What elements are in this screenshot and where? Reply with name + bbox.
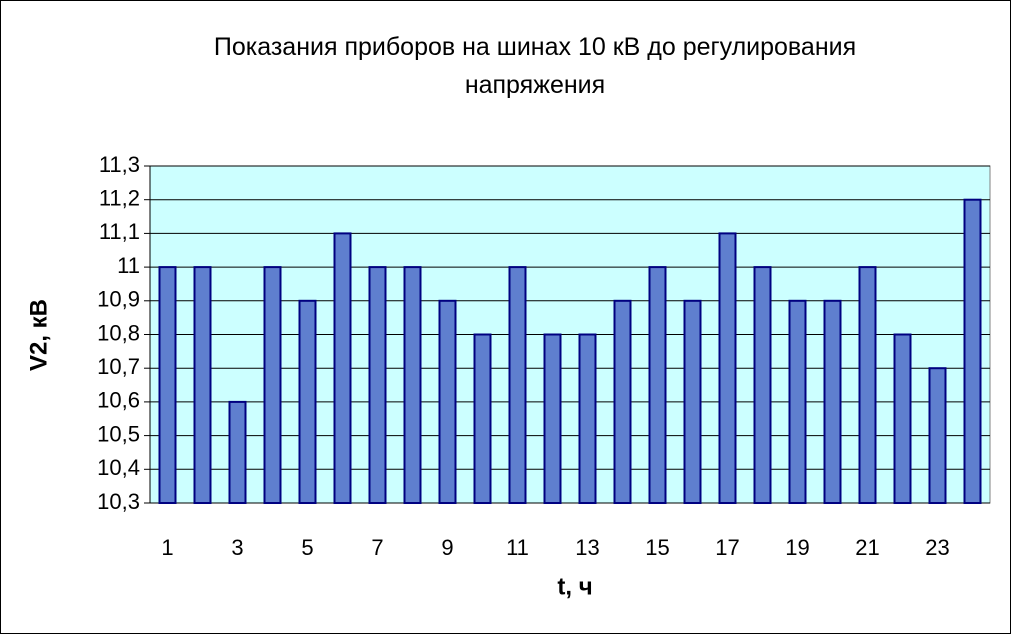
y-tick-label: 10,8 bbox=[97, 320, 140, 345]
bar bbox=[718, 232, 737, 504]
chart-title: Показания приборов на шинах 10 кВ до рег… bbox=[213, 33, 857, 99]
bar bbox=[578, 333, 597, 504]
y-tick-label: 10,9 bbox=[97, 287, 140, 312]
y-tick-label: 10,5 bbox=[97, 421, 140, 446]
x-tick-label: 17 bbox=[715, 535, 739, 560]
x-tick-label: 15 bbox=[645, 535, 669, 560]
bar bbox=[648, 266, 667, 504]
y-tick-label: 11 bbox=[117, 253, 140, 278]
bar bbox=[263, 266, 282, 504]
x-tick-label: 3 bbox=[231, 535, 243, 560]
bar bbox=[928, 367, 947, 505]
bar bbox=[473, 333, 492, 504]
y-tick-label: 11,2 bbox=[99, 186, 140, 211]
bar bbox=[963, 198, 982, 504]
x-tick-label: 7 bbox=[371, 535, 383, 560]
x-tick-label: 23 bbox=[925, 535, 949, 560]
bar bbox=[508, 266, 527, 504]
x-tick-label: 19 bbox=[785, 535, 809, 560]
bar bbox=[403, 266, 422, 504]
x-tick-label: 1 bbox=[161, 535, 173, 560]
x-tick-label: 11 bbox=[506, 535, 529, 560]
x-tick-label: 21 bbox=[855, 535, 879, 560]
bar bbox=[298, 299, 317, 504]
bar bbox=[683, 299, 702, 504]
bar bbox=[368, 266, 387, 504]
bar bbox=[438, 299, 457, 504]
bar bbox=[543, 333, 562, 504]
y-tick-label: 10,7 bbox=[97, 354, 140, 379]
y-tick-label: 10,6 bbox=[97, 388, 140, 413]
y-tick-label: 11,1 bbox=[99, 219, 140, 244]
bar bbox=[158, 266, 177, 504]
bar bbox=[193, 266, 212, 504]
bar bbox=[333, 232, 352, 504]
bar bbox=[858, 266, 877, 504]
bar bbox=[893, 333, 912, 504]
bar bbox=[823, 299, 842, 504]
bar bbox=[613, 299, 632, 504]
x-tick-label: 13 bbox=[575, 535, 599, 560]
x-tick-label: 5 bbox=[301, 535, 313, 560]
y-axis-label: V2, кВ bbox=[25, 299, 52, 371]
x-tick-label: 9 bbox=[441, 535, 453, 560]
bar bbox=[753, 266, 772, 504]
bar bbox=[228, 400, 247, 504]
y-tick-label: 10,4 bbox=[97, 455, 140, 480]
y-tick-label: 11,3 bbox=[99, 152, 140, 177]
y-tick-label: 10,3 bbox=[97, 489, 140, 514]
x-axis-label: t, ч bbox=[557, 573, 592, 600]
bar bbox=[788, 299, 807, 504]
